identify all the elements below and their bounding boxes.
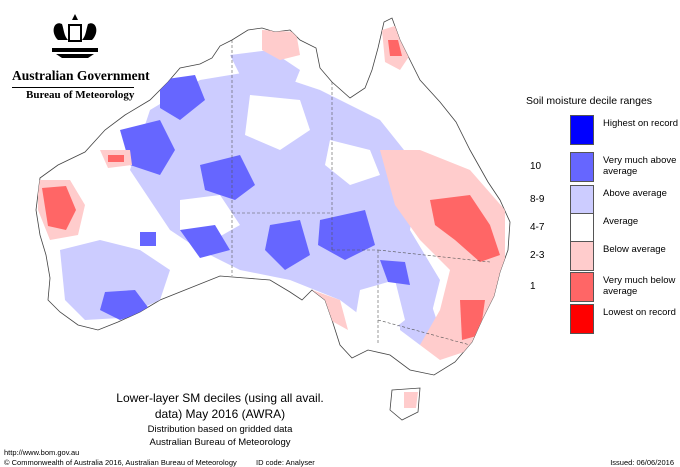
legend-item: 10 Very much above average [530,152,680,182]
footer-id-code: ID code: Analyser [256,458,315,467]
agency-name: Bureau of Meteorology [26,89,135,101]
legend-item-range: 4-7 [530,222,545,233]
legend-item-swatch [570,304,594,334]
average-region-1 [245,95,310,150]
very-much-below-region-nsw-coast [460,300,485,340]
caption-subtitle-line1: Distribution based on gridded data [147,424,293,435]
legend-item-label: Lowest on record [603,307,676,318]
very-much-below-region-wa-southwest [42,186,76,230]
legend-item-label: Highest on record [603,118,678,129]
footer-issued: Issued: 06/06/2016 [610,458,674,467]
legend-item: Lowest on record [530,304,680,334]
very-much-above-region-gascoyne [140,232,156,246]
caption-title-line1: Lower-layer SM deciles (using all avail. [116,391,324,405]
legend-item: 4-7 Average [530,213,680,243]
legend-title: Soil moisture decile ranges [526,95,653,107]
legend-item: 8-9 Above average [530,185,680,215]
very-much-above-region-kimberley [160,75,205,120]
legend-item: 1 Very much below average [530,272,680,302]
very-much-above-region-goldfields [100,290,150,320]
legend-item-label: Very much above average [603,155,677,177]
map-caption: Lower-layer SM deciles (using all avail.… [100,390,340,448]
very-much-above-region-sw-qld [380,260,410,285]
very-much-above-region-tanami [200,155,255,200]
average-region-3 [325,140,380,185]
coat-of-arms-icon [52,14,98,58]
government-name: Australian Government [12,68,150,83]
legend-item-label: Average [603,216,639,227]
legend-item-range: 10 [530,161,542,172]
state-borders [231,40,491,346]
above-average-region-central [130,70,440,330]
legend-item-range: 8-9 [530,194,545,205]
legend-item-label: Below average [603,244,666,255]
australia-decile-map [35,17,511,421]
very-much-below-region-cape-york-tip [388,40,402,56]
very-much-above-region-centre [265,220,310,270]
legend-item-swatch [570,152,594,182]
legend-item: Highest on record [530,115,680,145]
average-region-4 [355,280,405,340]
legend-item-swatch [570,213,594,243]
border-nsw-vic [377,319,471,346]
above-average-region-north [230,50,300,95]
legend-item-label: Above average [603,188,667,199]
border-qld-nsw [377,249,491,263]
very-much-below-region-kimberley-coast [108,155,124,162]
legend-item-swatch [570,241,594,271]
footer-url[interactable]: http://www.bom.gov.au [4,448,80,457]
caption-subtitle-line2: Australian Bureau of Meteorology [149,437,291,448]
tasmania-below-average [404,392,418,408]
legend-item-range: 2-3 [530,250,545,261]
legend-item-swatch [570,272,594,302]
legend-item-swatch [570,185,594,215]
very-much-above-region-pilbara [120,120,175,175]
legend-item: 2-3 Below average [530,241,680,271]
legend-item-range: 1 [530,281,536,292]
legend-item-label: Very much below average [603,275,676,297]
legend-item-swatch [570,115,594,145]
logo-divider [12,87,134,88]
below-average-region-arnhem [262,30,300,60]
caption-title-line2: data) May 2016 (AWRA) [154,407,286,421]
footer-copyright: © Commonwealth of Australia 2016, Austra… [4,458,237,467]
very-much-below-region-qld-southeast [430,195,500,262]
very-much-above-region-nullarbor [180,225,230,258]
